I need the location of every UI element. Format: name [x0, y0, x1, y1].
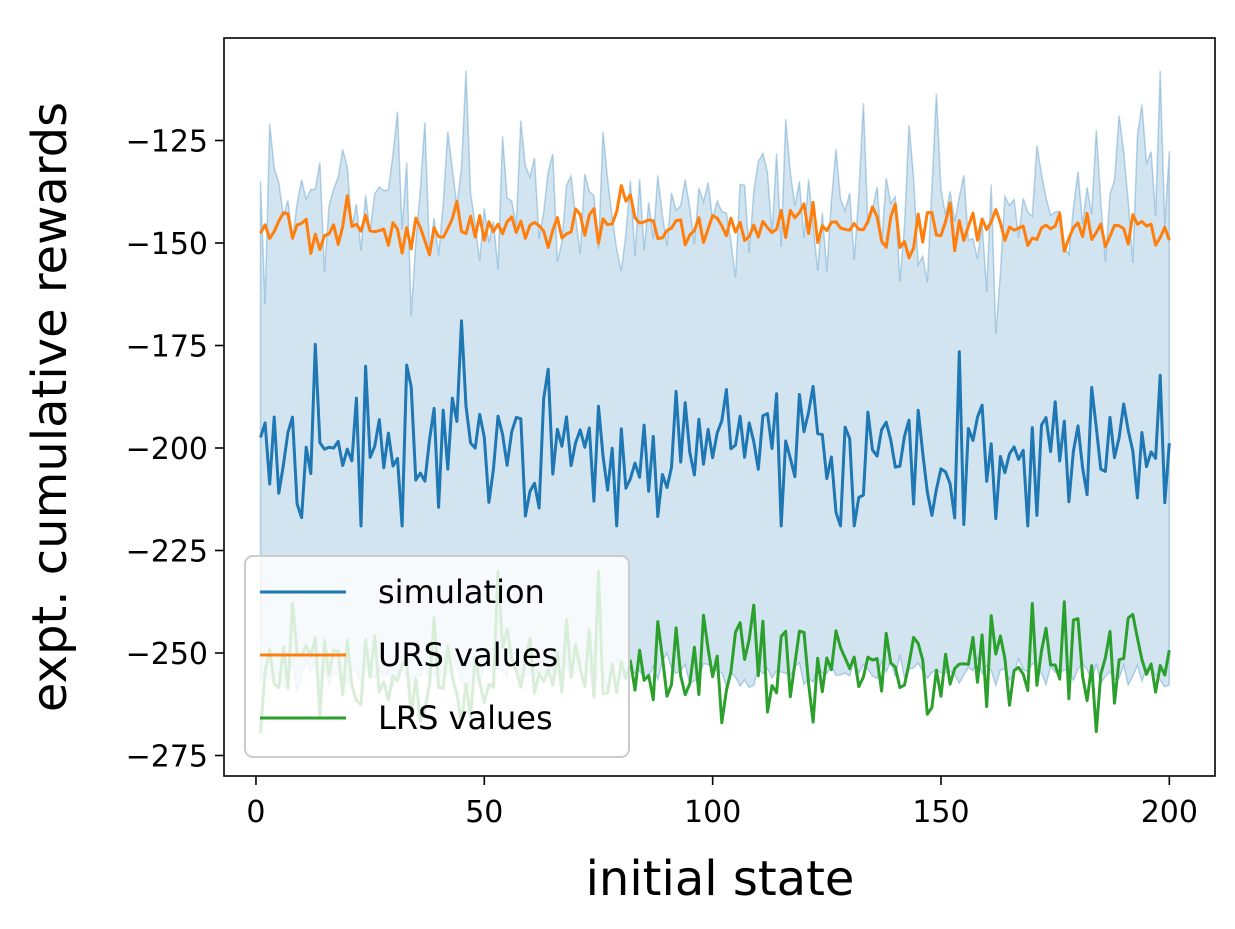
x-tick-label: 0: [246, 795, 265, 830]
y-ticks: −275 −250 −225 −200 −175 −150 −125: [126, 125, 224, 775]
y-tick-label: −150: [126, 227, 208, 262]
legend-label-lrs: LRS values: [378, 699, 553, 737]
x-axis-title: initial state: [586, 851, 855, 907]
series-line-simulation: [259, 319, 1171, 528]
y-axis-title: expt. cumulative rewards: [22, 102, 78, 712]
y-tick-label: −125: [126, 125, 208, 160]
y-tick-label: −225: [126, 535, 208, 570]
x-ticks: 0 50 100 150 200: [246, 776, 1198, 830]
plot-frame: [223, 37, 1216, 777]
series-line-urs-values: [259, 184, 1171, 260]
y-tick-label: −175: [126, 330, 208, 365]
y-tick-label: −200: [126, 432, 208, 467]
legend-label-urs: URS values: [378, 636, 558, 674]
x-tick-label: 150: [912, 795, 969, 830]
x-tick-label: 50: [465, 795, 503, 830]
legend-label-simulation: simulation: [378, 573, 545, 611]
y-tick-label: −250: [126, 637, 208, 672]
y-tick-label: −275: [126, 740, 208, 775]
x-tick-label: 200: [1141, 795, 1198, 830]
legend-box: [244, 555, 630, 758]
x-tick-label: 100: [684, 795, 741, 830]
legend: simulation URS values LRS values: [244, 555, 630, 758]
